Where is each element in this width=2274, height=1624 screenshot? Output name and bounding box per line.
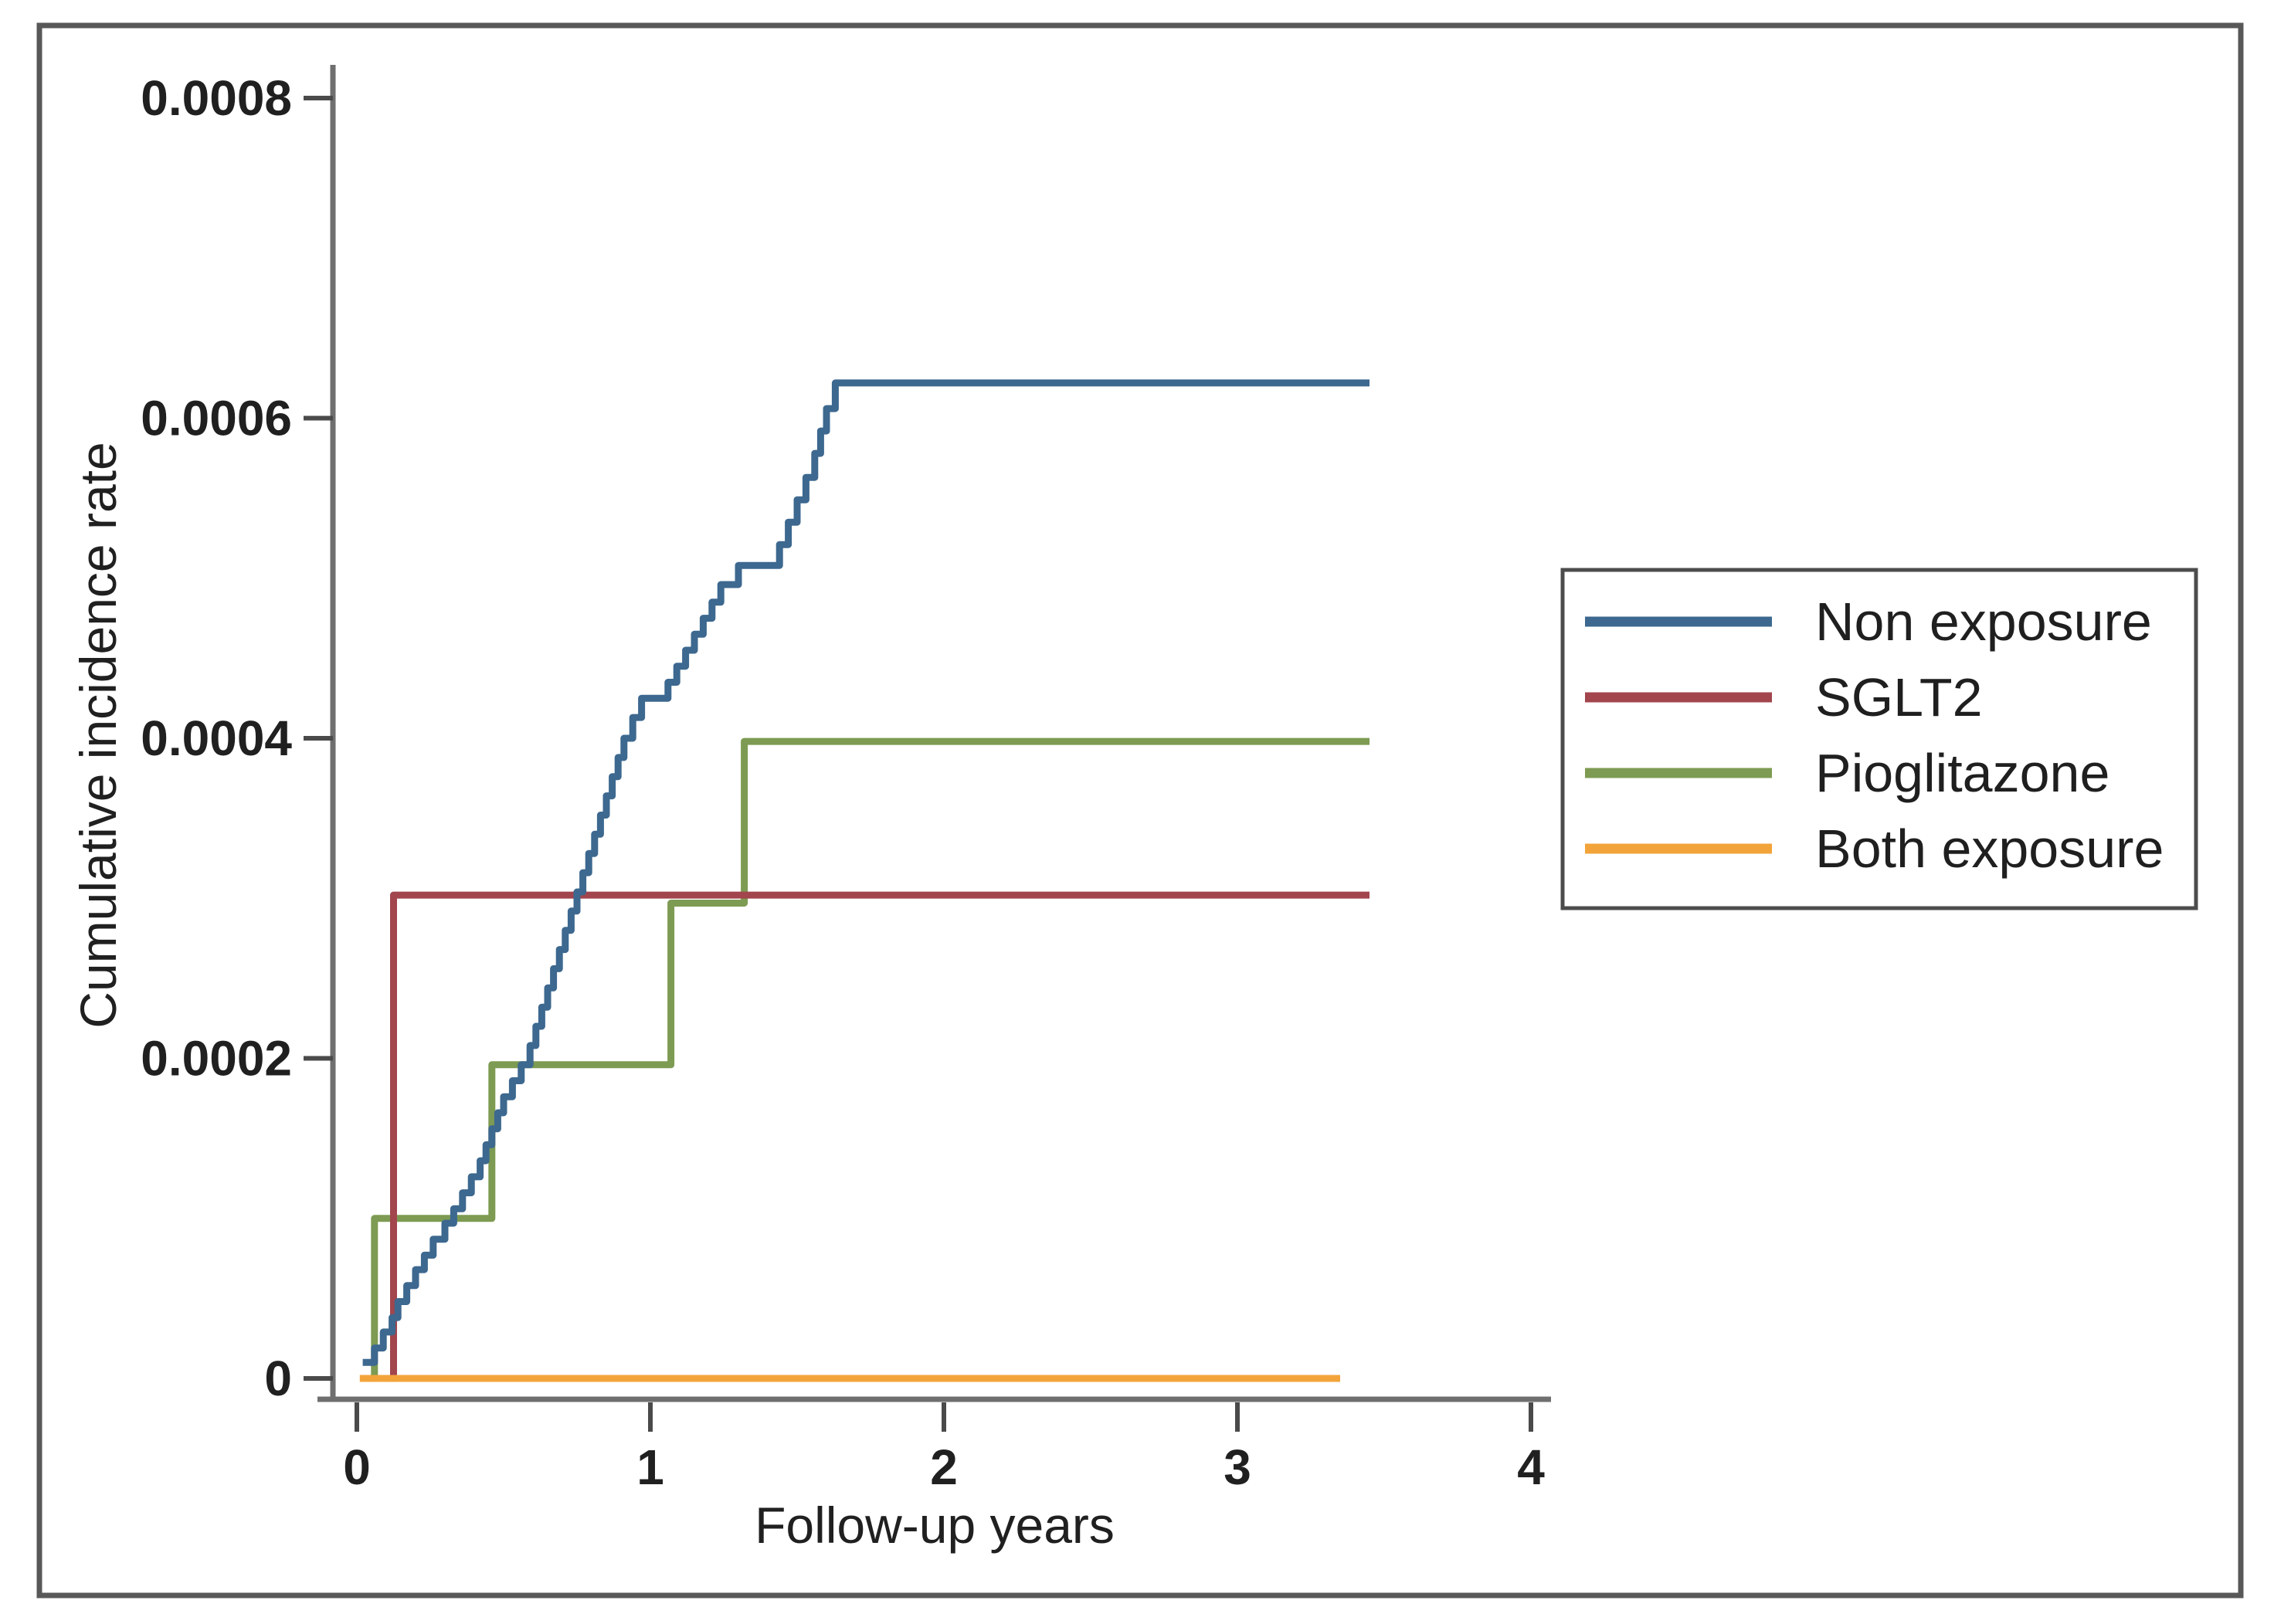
legend-label-both-exposure: Both exposure — [1815, 819, 2164, 879]
y-tick-label: 0.0006 — [141, 391, 292, 446]
x-tick-label: 0 — [343, 1439, 371, 1495]
series-line-pioglitazone — [365, 737, 1369, 1382]
legend-label-pioglitazone: Pioglitazone — [1815, 743, 2109, 803]
x-tick-label: 2 — [930, 1439, 958, 1495]
y-tick-label: 0 — [264, 1351, 292, 1406]
legend-label-non-exposure: Non exposure — [1815, 592, 2152, 652]
y-tick-label: 0.0004 — [141, 710, 292, 766]
y-tick-label: 0.0002 — [141, 1031, 292, 1087]
y-axis-title: Cumulative incidence rate — [70, 442, 127, 1028]
x-tick-label: 4 — [1517, 1439, 1545, 1495]
y-tick-label: 0.0008 — [141, 70, 292, 126]
x-axis-title: Follow-up years — [755, 1497, 1115, 1554]
x-tick-label: 1 — [636, 1439, 664, 1495]
legend-label-sglt2: SGLT2 — [1815, 667, 1983, 727]
x-axis-ticks: 0 1 2 3 4 — [343, 1402, 1545, 1495]
series-line-non-exposure — [362, 379, 1369, 1366]
plot-series — [359, 379, 1369, 1382]
x-tick-label: 3 — [1224, 1439, 1251, 1495]
legend: Non exposure SGLT2 Pioglitazone Both exposu… — [1560, 568, 2198, 910]
y-axis-ticks: 0 0.0002 0.0004 0.0006 0.0008 — [141, 70, 333, 1406]
